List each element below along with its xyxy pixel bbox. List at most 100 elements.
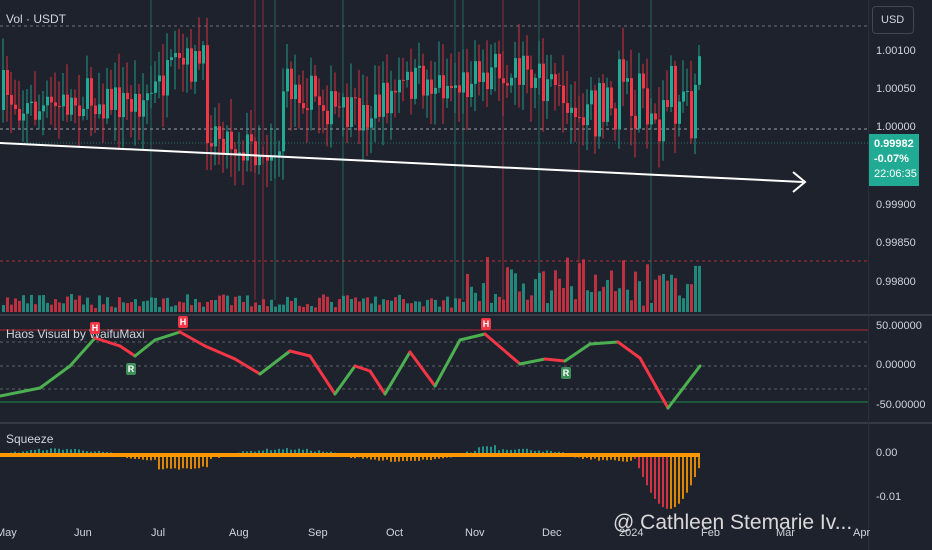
squeeze-histogram-bar bbox=[202, 455, 204, 467]
squeeze-histogram-bar bbox=[474, 450, 476, 455]
volume-bar bbox=[34, 304, 37, 312]
haos-oscillator-segment bbox=[38, 364, 72, 390]
squeeze-histogram-bar bbox=[298, 448, 300, 455]
squeeze-indicator-pane[interactable]: Squeeze bbox=[0, 424, 868, 522]
candle-body bbox=[190, 48, 193, 82]
volume-bar bbox=[634, 271, 637, 312]
squeeze-histogram-bar bbox=[546, 450, 548, 455]
candle-body bbox=[182, 57, 185, 65]
haos-indicator-canvas[interactable] bbox=[0, 316, 868, 422]
volume-bar bbox=[546, 303, 549, 312]
volume-bar bbox=[122, 302, 125, 312]
candle-body bbox=[34, 101, 37, 120]
squeeze-histogram-bar bbox=[494, 445, 496, 455]
haos-indicator-pane[interactable]: Haos Visual by WaifuMaxi H H H R R bbox=[0, 316, 868, 422]
volume-bar bbox=[278, 304, 281, 312]
squeeze-histogram-bar bbox=[642, 455, 644, 478]
volume-bar bbox=[474, 292, 477, 312]
candle-body bbox=[194, 51, 197, 82]
candle-body bbox=[490, 67, 493, 90]
volume-bar bbox=[370, 303, 373, 312]
currency-button[interactable]: USD bbox=[872, 6, 914, 34]
volume-bar bbox=[550, 290, 553, 312]
volume-bar bbox=[266, 306, 269, 312]
volume-bar bbox=[454, 298, 457, 312]
volume-bar bbox=[422, 306, 425, 312]
volume-bar bbox=[78, 295, 81, 312]
candle-body bbox=[70, 97, 73, 115]
candle-body bbox=[82, 108, 85, 117]
candle-body bbox=[38, 111, 41, 120]
candle-body bbox=[634, 115, 637, 129]
volume-bar bbox=[274, 306, 277, 312]
volume-bar bbox=[346, 295, 349, 312]
candle-body bbox=[626, 78, 629, 82]
candle-body bbox=[118, 87, 121, 118]
candle-body bbox=[686, 91, 689, 93]
candle-body bbox=[662, 100, 665, 142]
price-pane[interactable]: Vol · USDT bbox=[0, 0, 868, 314]
squeeze-tick: -0.01 bbox=[876, 491, 902, 503]
candle-body bbox=[558, 85, 561, 87]
volume-bar bbox=[326, 296, 329, 312]
candle-body bbox=[374, 94, 377, 119]
squeeze-histogram-bar bbox=[290, 449, 292, 455]
volume-bar bbox=[118, 297, 121, 312]
price-axis[interactable] bbox=[868, 0, 932, 550]
squeeze-histogram-bar bbox=[190, 455, 192, 470]
squeeze-histogram-bar bbox=[58, 448, 60, 455]
time-axis-label: Dec bbox=[542, 527, 562, 539]
volume-bar bbox=[498, 296, 501, 312]
time-axis-label: 2024 bbox=[619, 527, 644, 539]
volume-bar bbox=[74, 299, 77, 312]
volume-bar bbox=[90, 304, 93, 312]
volume-bar bbox=[246, 295, 249, 312]
volume-bar bbox=[514, 273, 517, 312]
candle-body bbox=[542, 63, 545, 102]
squeeze-histogram-bar bbox=[478, 447, 480, 455]
haos-indicator-label[interactable]: Haos Visual by WaifuMaxi bbox=[6, 327, 145, 341]
squeeze-histogram-bar bbox=[178, 455, 180, 470]
candle-body bbox=[694, 84, 697, 139]
candle-body bbox=[466, 72, 469, 97]
candle-body bbox=[322, 105, 325, 111]
candle-body bbox=[550, 74, 553, 80]
volume-bar bbox=[658, 275, 661, 312]
candle-body bbox=[110, 88, 113, 110]
haos-reversal-marker: R bbox=[561, 367, 571, 379]
pane-divider-1[interactable] bbox=[0, 314, 932, 316]
volume-bar bbox=[330, 301, 333, 312]
candle-body bbox=[138, 93, 141, 117]
squeeze-histogram-bar bbox=[30, 449, 32, 455]
squeeze-histogram-bar bbox=[534, 450, 536, 455]
candle-body bbox=[210, 143, 213, 147]
squeeze-histogram-bar bbox=[674, 455, 676, 508]
volume-bar bbox=[130, 302, 133, 312]
candle-body bbox=[62, 94, 65, 107]
price-chart-canvas[interactable] bbox=[0, 0, 868, 314]
candle-body bbox=[450, 85, 453, 89]
squeeze-histogram-bar bbox=[606, 455, 608, 461]
candle-body bbox=[458, 85, 461, 93]
squeeze-histogram-bar bbox=[406, 455, 408, 462]
candle-body bbox=[402, 79, 405, 81]
squeeze-indicator-label[interactable]: Squeeze bbox=[6, 432, 54, 446]
volume-bar bbox=[234, 296, 237, 312]
squeeze-histogram-bar bbox=[150, 455, 152, 461]
candle-body bbox=[406, 71, 409, 80]
volume-bar bbox=[110, 306, 113, 312]
volume-bar bbox=[50, 304, 53, 312]
volume-bar bbox=[54, 299, 57, 312]
volume-bar bbox=[2, 305, 5, 312]
pane-divider-2[interactable] bbox=[0, 422, 932, 424]
squeeze-histogram-bar bbox=[402, 455, 404, 461]
haos-oscillator-segment bbox=[666, 364, 702, 410]
squeeze-indicator-canvas[interactable] bbox=[0, 424, 868, 522]
volume-bar bbox=[362, 298, 365, 312]
squeeze-histogram-bar bbox=[398, 455, 400, 462]
volume-bar bbox=[238, 295, 241, 312]
candle-body bbox=[186, 48, 189, 65]
volume-bar bbox=[618, 288, 621, 312]
volume-bar bbox=[322, 294, 325, 312]
haos-high-marker: H bbox=[90, 322, 100, 334]
